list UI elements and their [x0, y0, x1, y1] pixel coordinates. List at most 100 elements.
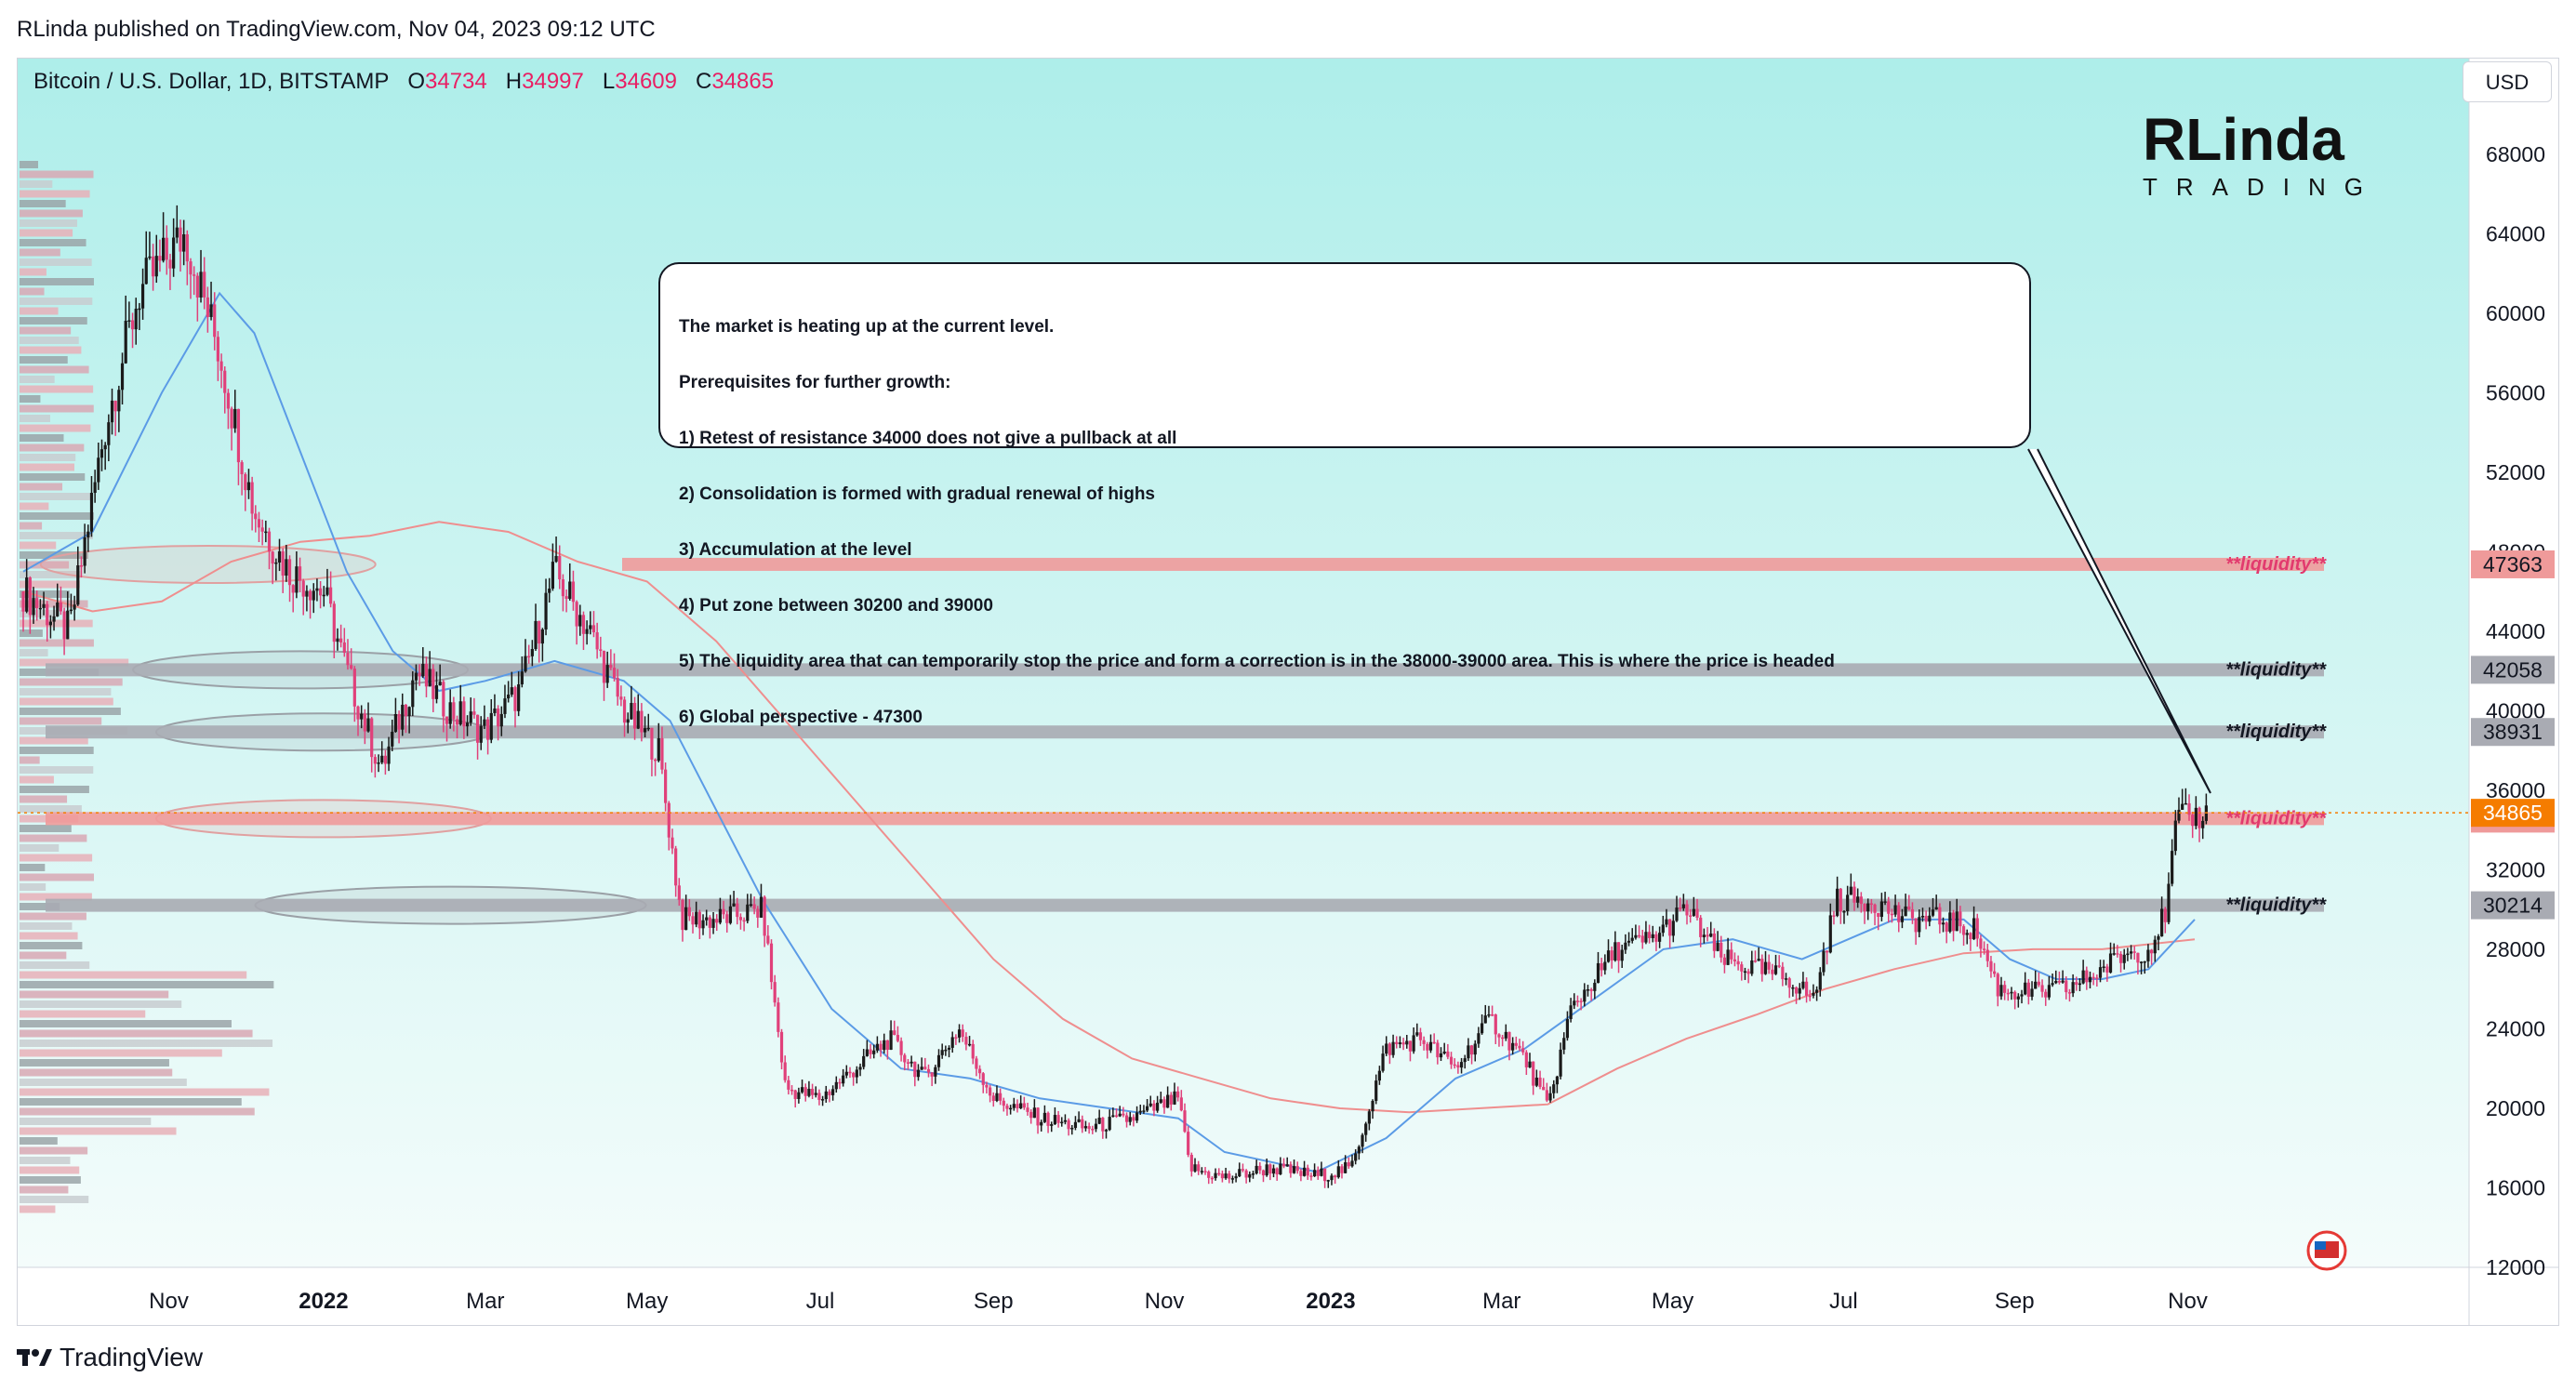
candle	[1757, 959, 1760, 961]
candle	[1606, 950, 1611, 962]
candle	[632, 702, 637, 729]
volume-profile-bar	[20, 346, 82, 354]
candle	[301, 580, 305, 597]
level-label: **liquidity**	[2225, 895, 2327, 916]
candle	[1934, 907, 1938, 910]
candle	[46, 603, 49, 626]
candle	[79, 565, 84, 567]
candle	[1312, 1170, 1317, 1177]
candle	[899, 1040, 903, 1055]
open-value: 34734	[425, 69, 487, 94]
candle	[817, 1093, 821, 1100]
candle	[110, 400, 114, 423]
candle	[168, 259, 172, 269]
candle	[1377, 1070, 1381, 1081]
currency-button[interactable]: USD	[2463, 61, 2552, 102]
candle	[1220, 1173, 1225, 1179]
candle	[571, 581, 576, 603]
candle	[1234, 1176, 1238, 1179]
candle	[1565, 1019, 1570, 1039]
candle	[1101, 1118, 1105, 1132]
candle	[551, 562, 554, 590]
candle	[356, 706, 360, 720]
candle	[599, 649, 603, 652]
candle	[185, 234, 189, 262]
volume-profile-bar	[20, 278, 94, 285]
y-tick-label: 64000	[2486, 221, 2545, 245]
analysis-note[interactable]: The market is heating up at the current …	[658, 262, 2031, 727]
candle	[2126, 953, 2130, 956]
candle	[1214, 1172, 1217, 1179]
volume-profile-bar	[20, 903, 60, 910]
candle	[76, 565, 80, 605]
brand-main: RLinda	[2143, 106, 2344, 173]
candle	[2181, 803, 2184, 810]
candle	[1081, 1119, 1084, 1129]
candle	[995, 1093, 999, 1101]
candle	[1187, 1132, 1190, 1156]
level-label: **liquidity**	[2225, 722, 2327, 742]
volume-profile-bar	[20, 629, 43, 637]
x-tick-label: 2022	[299, 1289, 348, 1314]
candle	[1511, 1042, 1515, 1051]
candle	[1849, 886, 1852, 895]
candle	[1773, 965, 1778, 974]
candle	[257, 519, 261, 528]
candle	[1238, 1169, 1242, 1177]
rlinda-logo: RLinda TRADING	[2143, 106, 2363, 201]
candle	[725, 914, 729, 923]
volume-profile-bar	[20, 190, 90, 198]
candle	[1210, 1177, 1214, 1180]
candle	[1494, 1013, 1497, 1035]
candle	[2075, 982, 2078, 986]
candle	[612, 668, 617, 679]
candle	[472, 711, 476, 715]
candle	[315, 588, 319, 591]
candle	[1326, 1180, 1330, 1182]
candle	[219, 361, 223, 371]
candle	[497, 709, 500, 727]
volume-profile-bar	[20, 1196, 89, 1203]
volume-profile-bar	[20, 775, 54, 784]
candle	[728, 906, 733, 923]
candle	[1408, 1040, 1413, 1052]
x-tick-label: Nov	[149, 1289, 189, 1314]
level-label: **liquidity**	[2225, 659, 2327, 680]
candle	[1743, 971, 1747, 974]
candle	[1750, 960, 1754, 974]
candle	[766, 935, 770, 944]
candle	[1361, 1134, 1364, 1147]
candle	[1665, 919, 1668, 925]
candle	[1801, 981, 1805, 988]
x-tick-label: Jul	[1829, 1289, 1858, 1314]
candle	[1814, 989, 1819, 993]
candle	[1620, 949, 1624, 961]
tradingview-icon	[17, 1349, 52, 1366]
liquidity-level	[46, 898, 2324, 912]
candle	[393, 713, 398, 733]
chart-area[interactable]: **liquidity** **liquidity** **liquidity** *…	[17, 58, 2559, 1326]
candle	[1002, 1100, 1005, 1106]
candle	[1893, 905, 1897, 915]
price-chart[interactable]: **liquidity** **liquidity** **liquidity** *…	[18, 59, 2559, 1326]
volume-profile-bar	[20, 610, 57, 617]
volume-profile-bar	[20, 248, 60, 257]
candle	[660, 737, 664, 770]
candle	[1040, 1121, 1043, 1126]
candle	[179, 227, 182, 252]
candle	[889, 1030, 893, 1051]
volume-profile-bar	[20, 454, 76, 461]
candle	[1514, 1042, 1518, 1046]
y-tick-label: 16000	[2486, 1175, 2545, 1199]
volume-profile-bar	[20, 912, 86, 921]
candle	[130, 320, 135, 330]
tradingview-logo[interactable]: TradingView	[17, 1343, 203, 1372]
candle	[961, 1029, 964, 1038]
candle	[154, 256, 158, 277]
candle	[510, 687, 513, 696]
candle	[643, 728, 647, 733]
candle	[2194, 807, 2198, 827]
candle	[1159, 1099, 1162, 1103]
candle	[52, 616, 56, 622]
candle	[1890, 913, 1894, 916]
